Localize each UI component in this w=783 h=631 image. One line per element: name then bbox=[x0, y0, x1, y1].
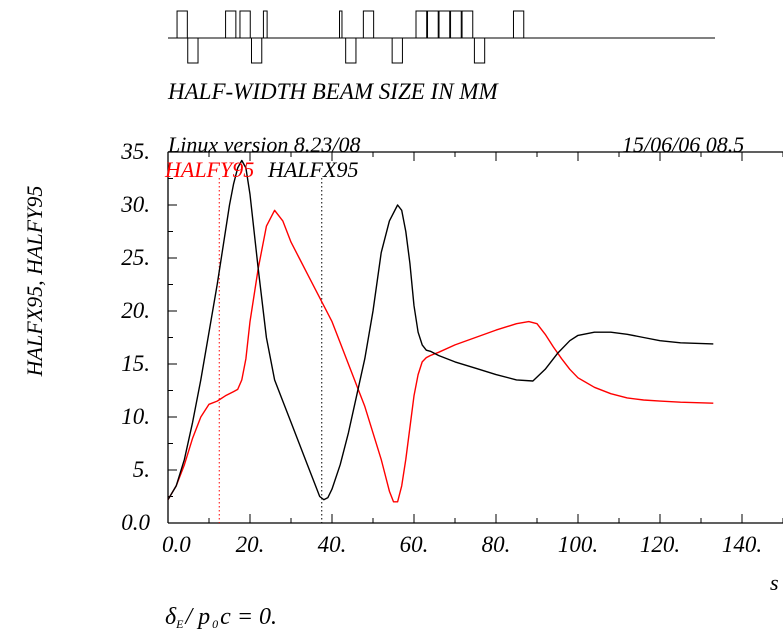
lattice-element bbox=[187, 37, 199, 64]
data-series bbox=[167, 159, 714, 503]
y-tick-label: 30. bbox=[120, 192, 150, 217]
lattice-element bbox=[362, 10, 375, 39]
lattice-element bbox=[262, 10, 268, 39]
footnote-slash-p: / p bbox=[184, 604, 211, 630]
lattice-diagram bbox=[168, 10, 715, 64]
header-date: 15/06/06 08.5 bbox=[622, 132, 744, 157]
x-tick-label: 80. bbox=[482, 532, 511, 557]
x-tick-label: 20. bbox=[236, 532, 265, 557]
header-version: Linux version 8.23/08 bbox=[167, 132, 361, 157]
lattice-element bbox=[176, 10, 188, 39]
series-line-halfx95 bbox=[167, 159, 714, 501]
y-tick-label: 35. bbox=[120, 139, 150, 164]
series-markers bbox=[218, 178, 323, 523]
x-tick-label: 140. bbox=[722, 532, 762, 557]
lattice-element bbox=[345, 37, 357, 64]
y-axis-label: HALFX95, HALFY95 bbox=[22, 186, 47, 378]
footnote-sub-e: E bbox=[175, 617, 184, 631]
y-tick-label: 5. bbox=[133, 457, 150, 482]
x-tick-label: 60. bbox=[400, 532, 429, 557]
series-line-halfy95 bbox=[167, 209, 714, 503]
lattice-element bbox=[415, 10, 428, 39]
y-tick-label: 20. bbox=[121, 298, 150, 323]
lattice-element bbox=[339, 10, 343, 39]
x-tick-label: 120. bbox=[640, 532, 680, 557]
lattice-element bbox=[473, 37, 486, 64]
lattice-element bbox=[512, 10, 525, 39]
lattice-element bbox=[450, 10, 462, 39]
y-tick-label: 0.0 bbox=[121, 510, 150, 535]
footnote-sub-0: 0 bbox=[212, 617, 218, 631]
lattice-element bbox=[391, 37, 403, 64]
footnote-delta: δ bbox=[165, 604, 177, 630]
x-tick-label: 0.0 bbox=[162, 532, 191, 557]
footnote-rest: c = 0. bbox=[220, 604, 277, 630]
y-tick-label: 10. bbox=[121, 404, 150, 429]
y-tick-label: 15. bbox=[121, 351, 150, 376]
legend-halfx95: HALFX95 bbox=[267, 157, 358, 182]
lattice-element bbox=[239, 10, 251, 39]
footnote-energy-deviation: δE/ p 0c = 0. bbox=[165, 604, 277, 631]
x-axis-label: s bbox=[770, 570, 779, 595]
x-tick-label: 100. bbox=[558, 532, 598, 557]
lattice-element bbox=[250, 37, 263, 64]
chart-title: HALF-WIDTH BEAM SIZE IN MM bbox=[167, 79, 499, 104]
lattice-element bbox=[461, 10, 474, 39]
lattice-element bbox=[438, 10, 451, 39]
plot-axes: 0.0 20. 40. 60. 80. 100. 120. 140. 0.0 5. 10. 15. 20… bbox=[120, 139, 783, 557]
lattice-element bbox=[427, 10, 439, 39]
y-tick-label: 25. bbox=[121, 245, 150, 270]
lattice-element bbox=[225, 10, 237, 39]
legend-halfy95: HALFY95 bbox=[164, 157, 254, 182]
x-tick-label: 40. bbox=[318, 532, 347, 557]
